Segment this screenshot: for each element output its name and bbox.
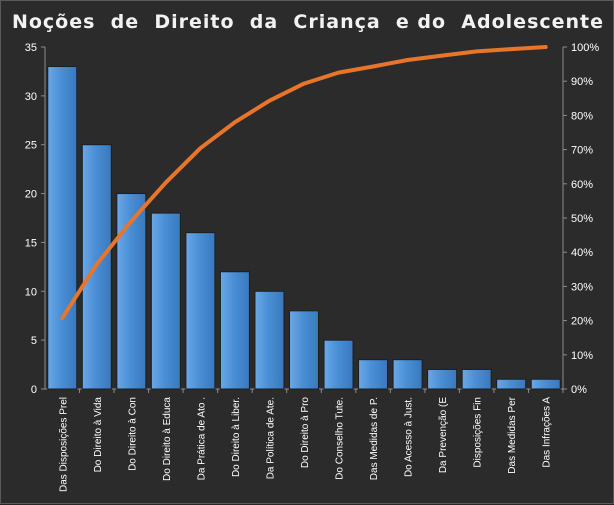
bar — [289, 310, 319, 390]
category-label: Do Direito à Liber. — [231, 397, 242, 477]
category-label: Da Prática de Ato . — [196, 397, 207, 480]
bar — [530, 378, 561, 390]
category-label: Da Política de Ate. — [265, 397, 276, 479]
left-tick-label: 5 — [31, 335, 37, 347]
right-tick-label: 10% — [571, 350, 593, 362]
right-tick-label: 100% — [571, 42, 599, 54]
bar — [150, 212, 181, 390]
category-label: Das Medidas de P. — [369, 397, 380, 480]
left-tick-label: 25 — [25, 140, 37, 152]
right-tick-label: 80% — [571, 110, 593, 122]
left-tick-label: 20 — [25, 189, 37, 201]
category-labels: Das Disposições Prel Do Direito à Vida Do … — [58, 396, 552, 492]
bar — [116, 193, 147, 390]
bar — [496, 378, 527, 390]
bar — [392, 359, 423, 390]
bar — [47, 66, 78, 390]
left-tick-label: 30 — [25, 91, 37, 103]
left-tick-label: 15 — [25, 237, 37, 249]
right-tick-label: 60% — [571, 179, 593, 191]
category-label: Do Direito à Vida — [93, 397, 104, 473]
right-tick-label: 90% — [571, 76, 593, 88]
bar — [323, 339, 354, 390]
right-tick-label: 40% — [571, 247, 593, 259]
bar — [254, 290, 285, 390]
category-label: Da Prevenção (E — [438, 397, 449, 473]
bar — [358, 359, 389, 390]
right-tick-label: 30% — [571, 281, 593, 293]
category-label: Disposições Fin — [473, 397, 484, 468]
cumulative-line — [60, 45, 548, 320]
right-tick-label: 70% — [571, 145, 593, 157]
bar — [219, 271, 250, 390]
right-tick-label: 0% — [571, 384, 587, 396]
category-label: Do Direito à Educa — [162, 397, 173, 481]
chart-title: Noções de Direito da Criança e do Adoles… — [12, 11, 604, 33]
category-label: Do Direito à Pro — [300, 397, 311, 469]
cumulative-line-path — [60, 45, 548, 320]
right-axis-ticks: 0% 10% 20% 30% 40% 50% 60% 70% 80% 90% 100% — [563, 42, 599, 396]
left-tick-label: 35 — [25, 42, 37, 54]
left-tick-label: 0 — [31, 384, 37, 396]
category-label: Do Direito à Con — [127, 397, 138, 471]
bar — [185, 232, 216, 390]
bar — [427, 368, 458, 390]
category-label: Do Acesso à Just. — [404, 397, 415, 477]
category-label: Das Disposições Prel — [58, 397, 69, 492]
right-tick-label: 20% — [571, 316, 593, 328]
category-label: Do Conselho Tute. — [335, 397, 346, 480]
left-tick-label: 10 — [25, 286, 37, 298]
category-label: Das Medidas Per — [507, 396, 518, 473]
bar — [461, 368, 492, 390]
right-tick-label: 50% — [571, 213, 593, 225]
bars — [47, 66, 564, 393]
category-label: Das Infrações A — [542, 397, 553, 468]
left-axis-ticks: 0 5 10 15 20 25 30 35 — [25, 42, 45, 396]
